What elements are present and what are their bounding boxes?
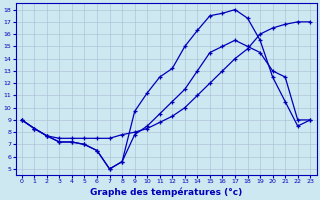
X-axis label: Graphe des températures (°c): Graphe des températures (°c) — [90, 187, 242, 197]
